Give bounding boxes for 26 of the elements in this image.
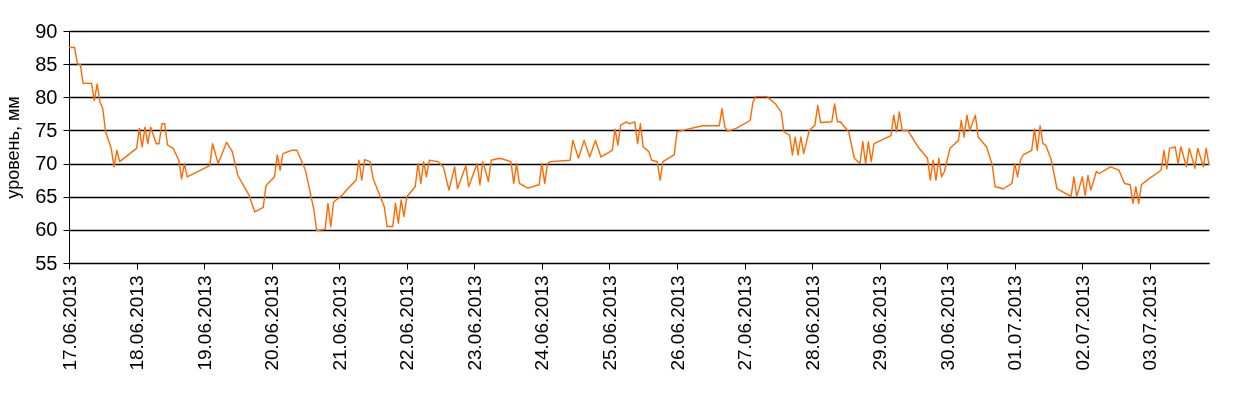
x-tick-label: 20.06.2013 (261, 275, 283, 371)
x-tick-label: 03.07.2013 (1139, 275, 1161, 371)
y-tick-label: 75 (35, 118, 58, 141)
y-tick-label: 65 (35, 185, 58, 208)
x-tick-label: 30.06.2013 (936, 275, 958, 371)
x-tick-label: 29.06.2013 (869, 275, 891, 371)
x-tick-label: 19.06.2013 (193, 275, 215, 371)
y-tick-label: 55 (35, 251, 58, 274)
x-tick-label: 27.06.2013 (734, 275, 756, 371)
y-tick-label: 90 (35, 19, 58, 42)
y-tick-label: 80 (35, 85, 58, 108)
y-tick-label: 70 (35, 152, 58, 175)
x-tick-label: 25.06.2013 (598, 275, 620, 371)
x-tick-label: 21.06.2013 (328, 275, 350, 371)
y-tick-label: 85 (35, 52, 58, 75)
y-axis-title: уровень, мм (3, 96, 24, 199)
x-tick-label: 24.06.2013 (531, 275, 553, 371)
x-tick-label: 18.06.2013 (126, 275, 148, 371)
x-tick-label: 02.07.2013 (1071, 275, 1093, 371)
x-tick-label: 26.06.2013 (666, 275, 688, 371)
x-tick-label: 17.06.2013 (58, 275, 80, 371)
x-tick-label: 23.06.2013 (463, 275, 485, 371)
y-tick-label: 60 (35, 218, 58, 241)
x-tick-label: 28.06.2013 (801, 275, 823, 371)
x-tick-label: 22.06.2013 (396, 275, 418, 371)
x-tick-label: 01.07.2013 (1004, 275, 1026, 371)
